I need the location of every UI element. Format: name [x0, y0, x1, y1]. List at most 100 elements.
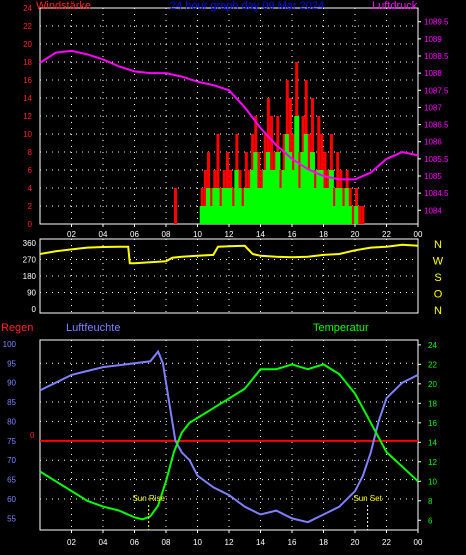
wind-tick-label: 10 [23, 130, 32, 139]
direction-y-ticks: 0 90 180 270 360 [23, 239, 37, 314]
sunrise-label: Sun Rise [132, 494, 165, 503]
temperature-y-ticks: 6 8 10 12 14 16 18 20 22 24 [418, 341, 437, 525]
temperature-tick-label: 20 [428, 380, 437, 389]
pressure-tick-label: 1088 [424, 69, 442, 78]
compass-label: O [434, 289, 443, 301]
pressure-tick-label: 1087.5 [424, 86, 449, 95]
wind-tick-label: 2 [28, 202, 33, 211]
wind-gust-bar [361, 206, 365, 224]
x-tick-label: 04 [99, 538, 108, 547]
wind-speed-bar [259, 188, 265, 224]
wind-speed-bar [338, 188, 344, 224]
rain-axis-label: Regen [1, 322, 33, 334]
temperature-tick-label: 18 [428, 399, 437, 408]
wind-tick-label: 16 [23, 76, 32, 85]
humidity-tick-label: 90 [7, 379, 16, 388]
humidity-tick-label: 65 [7, 476, 16, 485]
pressure-tick-label: 1087 [424, 103, 442, 112]
humidity-tick-label: 75 [7, 437, 16, 446]
x-tick-label: 22 [382, 538, 391, 547]
wind-speed-bar [332, 206, 338, 224]
wind-bars [173, 62, 365, 224]
pressure-tick-label: 1086.5 [424, 121, 449, 130]
x-tick-label: 20 [351, 230, 360, 239]
wind-speed-bar [246, 188, 252, 224]
wind-speed-bar [202, 206, 208, 224]
wind-speed-bar [335, 188, 341, 224]
bottom-x-ticks: 02 04 06 08 10 12 14 16 18 20 22 00 [67, 530, 423, 547]
wind-speed-bar [215, 188, 221, 224]
wind-speed-bar [269, 170, 275, 224]
wind-speed-bar [344, 188, 350, 224]
wind-tick-label: 12 [23, 112, 32, 121]
wind-speed-bar [209, 206, 215, 224]
wind-speed-bar [303, 134, 309, 224]
wind-speed-bar [316, 170, 322, 224]
humidity-tick-label: 70 [7, 456, 16, 465]
humidity-y-ticks: 55 60 65 70 75 80 85 90 95 100 [3, 340, 17, 523]
humidity-tick-label: 55 [7, 514, 16, 523]
x-tick-label: 06 [130, 230, 139, 239]
x-tick-label: 06 [130, 538, 139, 547]
x-tick-label: 20 [351, 538, 360, 547]
wind-axis-label: Windstärke [36, 0, 91, 12]
humidity-line [39, 349, 419, 524]
wind-speed-bar [243, 188, 249, 224]
pressure-tick-label: 1089 [424, 35, 442, 44]
wind-speed-bar [228, 188, 234, 224]
humidity-tick-label: 100 [3, 340, 17, 349]
wind-speed-bar [281, 170, 287, 224]
wind-speed-bar [287, 152, 293, 224]
wind-speed-bar [275, 152, 281, 224]
x-tick-label: 14 [256, 538, 265, 547]
temperature-tick-label: 12 [428, 458, 437, 467]
compass-label: W [433, 256, 444, 268]
wind-speed-bar [199, 206, 205, 224]
direction-tick-label: 360 [23, 239, 37, 248]
pressure-axis-label: Luftdruck [372, 0, 418, 12]
wind-speed-bar [325, 188, 331, 224]
humidity-tick-label: 95 [7, 359, 16, 368]
direction-grid [40, 239, 418, 313]
x-tick-label: 16 [288, 538, 297, 547]
humidity-tick-label: 85 [7, 398, 16, 407]
wind-speed-bar [218, 206, 224, 224]
x-tick-label: 18 [319, 230, 328, 239]
x-tick-label: 08 [162, 230, 171, 239]
x-tick-label: 10 [193, 538, 202, 547]
wind-speed-bar [240, 206, 246, 224]
wind-speed-bar [234, 170, 240, 224]
wind-tick-label: 22 [23, 22, 32, 31]
x-tick-label: 04 [99, 230, 108, 239]
pressure-tick-label: 1089.5 [424, 18, 449, 27]
pressure-tick-label: 1084 [424, 206, 442, 215]
wind-speed-bar [319, 170, 325, 224]
temperature-tick-label: 10 [428, 477, 437, 486]
wind-tick-label: 20 [23, 40, 32, 49]
wind-tick-label: 0 [28, 220, 33, 229]
humidity-tick-label: 80 [7, 417, 16, 426]
x-tick-label: 00 [414, 230, 423, 239]
wind-speed-bar [221, 188, 227, 224]
wind-speed-bar [237, 188, 243, 224]
wind-speed-bar [297, 188, 303, 224]
wind-tick-label: 4 [28, 184, 33, 193]
pressure-tick-label: 1086 [424, 138, 442, 147]
humidity-tick-label: 60 [7, 495, 16, 504]
wind-speed-bar [272, 170, 278, 224]
x-tick-label: 12 [225, 230, 234, 239]
wind-speed-bar [347, 206, 353, 224]
x-tick-label: 22 [382, 230, 391, 239]
sunset-label: Sun Set [353, 494, 382, 503]
x-tick-label: 02 [67, 230, 76, 239]
x-tick-label: 18 [319, 538, 328, 547]
x-tick-label: 08 [162, 538, 171, 547]
wind-tick-label: 14 [23, 94, 32, 103]
wind-speed-bar [265, 152, 271, 224]
pressure-line [39, 49, 419, 181]
x-tick-label: 10 [193, 230, 202, 239]
wind-speed-bar [206, 188, 212, 224]
direction-line [39, 243, 419, 265]
